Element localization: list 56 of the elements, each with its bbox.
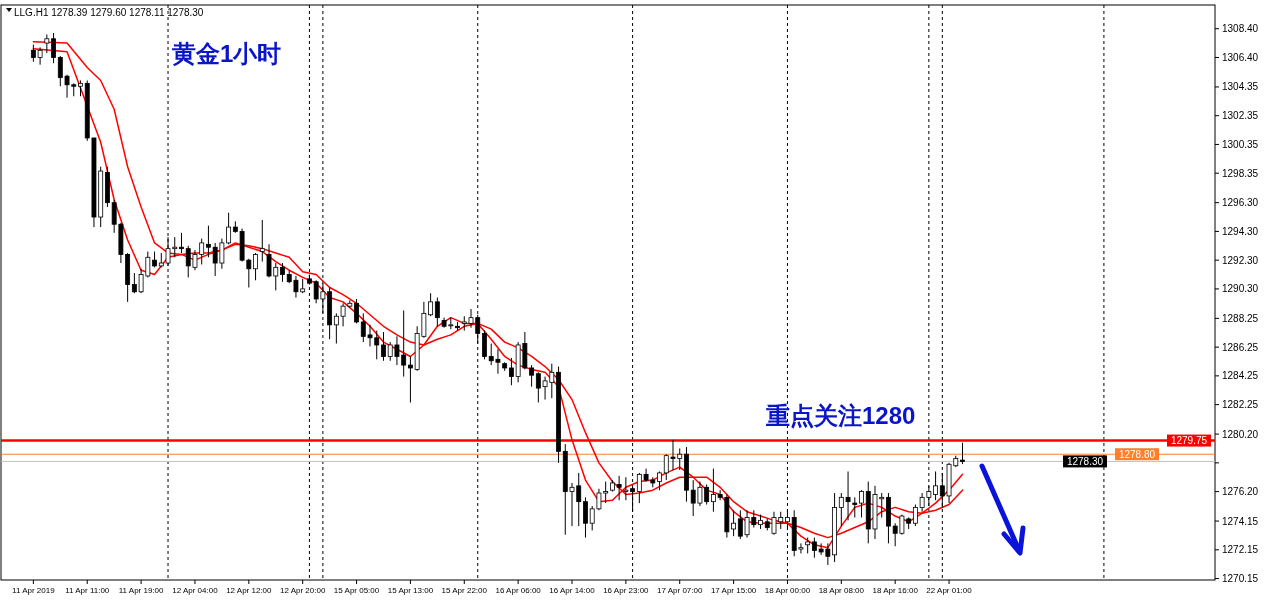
x-tick-label: 11 Apr 11:00 (65, 586, 110, 595)
annotation: 重点关注1280 (765, 402, 916, 429)
candlestick (859, 489, 864, 518)
x-tick-label: 18 Apr 00:00 (764, 586, 811, 595)
candlestick (179, 232, 184, 254)
ref-line-label: 1279.75 (1170, 435, 1208, 447)
x-tick-label: 17 Apr 07:00 (657, 586, 703, 595)
y-tick-label: 1292.30 (1222, 254, 1259, 266)
y-tick-label: 1290.30 (1222, 283, 1259, 295)
y-tick-label: 1270.15 (1222, 573, 1259, 585)
x-tick-label: 18 Apr 08:00 (818, 586, 865, 595)
candlestick (280, 262, 285, 283)
y-tick-label: 1302.35 (1222, 110, 1259, 122)
candlestick (253, 252, 258, 281)
x-tick-label: 16 Apr 14:00 (549, 586, 596, 595)
x-tick-label: 12 Apr 04:00 (172, 586, 219, 595)
x-tick-label: 18 Apr 16:00 (872, 586, 919, 595)
x-tick-label: 17 Apr 15:00 (710, 586, 757, 595)
x-tick-label: 16 Apr 23:00 (603, 586, 650, 595)
candlestick (482, 330, 487, 360)
y-tick-label: 1280.20 (1222, 428, 1259, 440)
y-tick-label: 1272.15 (1222, 544, 1259, 556)
y-tick-label: 1308.40 (1222, 23, 1259, 35)
y-tick-label: 1282.25 (1222, 399, 1259, 411)
y-tick-label: 1304.35 (1222, 81, 1259, 93)
ref-line-label: 1278.30 (1066, 455, 1104, 467)
y-tick-label: 1274.15 (1222, 515, 1259, 527)
candlestick (381, 331, 386, 362)
annotation: LLG.H1 1278.39 1279.60 1278.11 1278.30 (14, 7, 204, 18)
annotation: 黄金1小时 (171, 40, 282, 67)
x-tick-label: 12 Apr 20:00 (280, 586, 326, 595)
x-tick-label: 16 Apr 06:00 (495, 586, 542, 595)
x-tick-label: 15 Apr 05:00 (333, 586, 380, 595)
candlestick (960, 442, 965, 465)
y-tick-label: 1284.25 (1222, 370, 1259, 382)
candlestick (852, 496, 858, 518)
ref-line-label: 1278.80 (1118, 448, 1156, 460)
candlestick (583, 496, 588, 539)
y-tick-label: 1298.35 (1222, 167, 1259, 179)
x-tick-label: 22 Apr 01:00 (926, 586, 973, 595)
y-tick-label: 1286.25 (1222, 341, 1259, 353)
x-tick-label: 11 Apr 2019 (12, 586, 56, 595)
y-tick-label: 1294.30 (1222, 225, 1259, 237)
x-tick-label: 11 Apr 19:00 (118, 586, 165, 595)
candlestick (434, 297, 440, 327)
candlestick (657, 470, 662, 491)
y-tick-label: 1276.20 (1222, 486, 1259, 498)
y-tick-label: 1300.35 (1222, 138, 1259, 150)
x-tick-label: 15 Apr 22:00 (441, 586, 488, 595)
y-tick-label: 1288.25 (1222, 312, 1259, 324)
x-tick-label: 15 Apr 13:00 (387, 586, 434, 595)
y-tick-label: 1306.40 (1222, 51, 1259, 63)
x-tick-label: 12 Apr 12:00 (226, 586, 273, 595)
y-tick-label: 1296.30 (1222, 197, 1259, 209)
candlestick (259, 219, 265, 263)
candlestick (354, 298, 359, 324)
